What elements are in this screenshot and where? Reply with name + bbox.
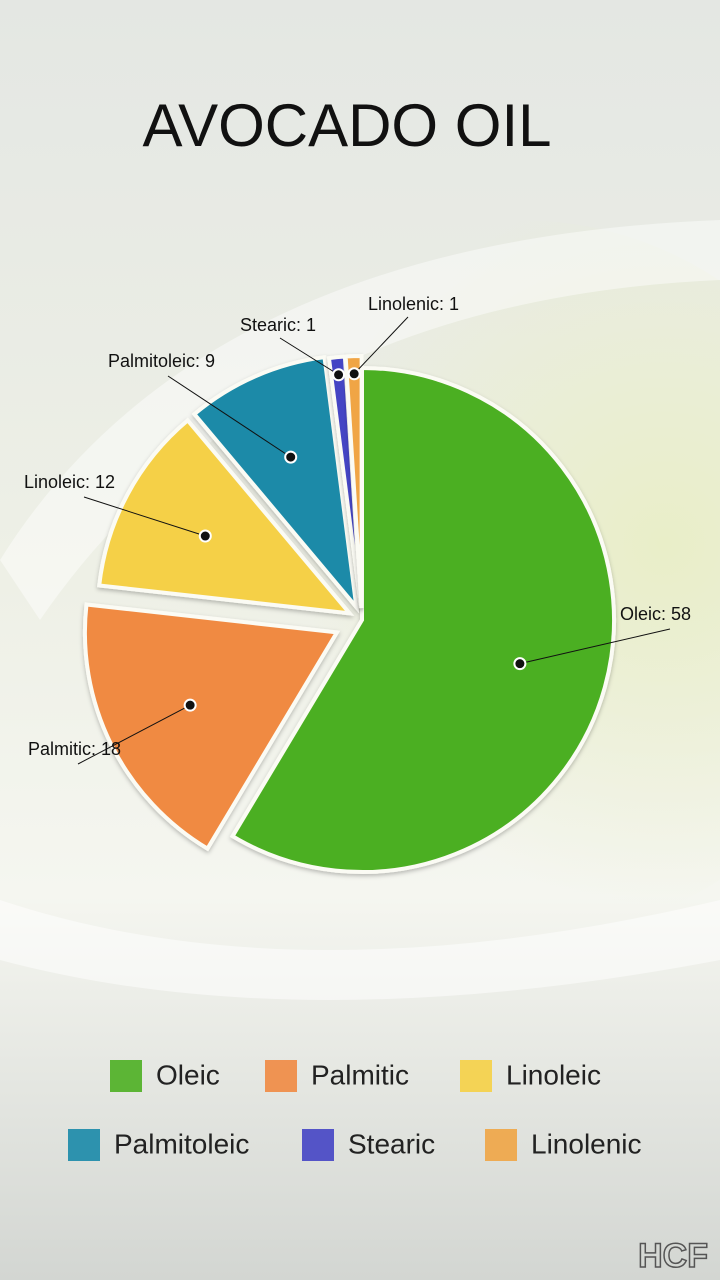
pie (82, 354, 616, 874)
watermark: HCF (638, 1237, 708, 1275)
label-dot (347, 367, 361, 381)
background-swoosh (0, 220, 720, 620)
data-label: Palmitoleic: 9 (108, 351, 215, 371)
label-dot (284, 450, 298, 464)
legend-swatch (485, 1129, 517, 1161)
legend-swatch (68, 1129, 100, 1161)
chart-title: AVOCADO OIL (143, 92, 552, 159)
data-label: Oleic: 58 (620, 604, 691, 624)
legend-label: Linoleic (506, 1059, 601, 1090)
legend-label: Linolenic (531, 1128, 642, 1159)
pie-slice (229, 365, 616, 874)
label-dot (332, 368, 346, 382)
legend-swatch (460, 1060, 492, 1092)
pie-slice (82, 602, 341, 852)
legend-swatch (302, 1129, 334, 1161)
legend: Oleic Palmitic Linoleic Palmitoleic Stearic L… (68, 1059, 642, 1161)
data-label: Linolenic: 1 (368, 294, 459, 314)
pie-slice (343, 354, 364, 609)
label-dot (513, 657, 527, 671)
background-swoosh (0, 900, 720, 1000)
data-label: Palmitic: 18 (28, 739, 121, 759)
leader-line (167, 375, 291, 458)
leader-line (519, 628, 671, 665)
legend-label: Oleic (156, 1059, 220, 1090)
leader-line (353, 316, 409, 375)
data-labels: Oleic: 58 Palmitic: 18 Linoleic: 12 Palmito… (24, 294, 691, 765)
label-dot (198, 529, 212, 543)
legend-label: Stearic (348, 1128, 435, 1159)
legend-label: Palmitoleic (114, 1128, 249, 1159)
leader-line (83, 496, 206, 537)
legend-label: Palmitic (311, 1059, 409, 1090)
label-dot (183, 698, 197, 712)
leader-line (279, 337, 339, 376)
data-label: Stearic: 1 (240, 315, 316, 335)
legend-swatch (110, 1060, 142, 1092)
leader-line (77, 704, 191, 765)
data-label: Linoleic: 12 (24, 472, 115, 492)
pie-slice (97, 417, 355, 616)
legend-swatch (265, 1060, 297, 1092)
